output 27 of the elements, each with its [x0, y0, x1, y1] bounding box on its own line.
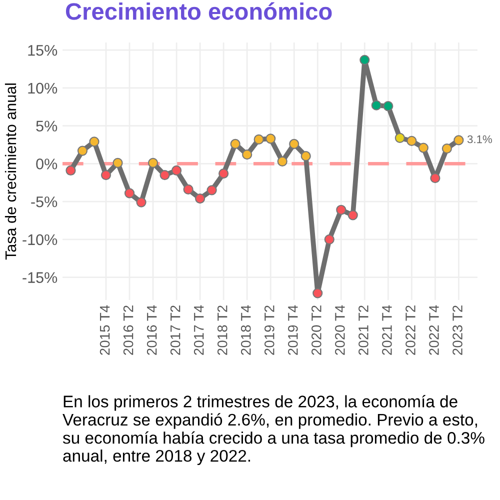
x-tick-label: 2019 T2 — [264, 306, 274, 355]
y-tick-label: 0% — [36, 158, 58, 170]
x-tick-label: 2017 T4 — [194, 305, 204, 355]
y-tick-label: -10% — [22, 234, 58, 246]
y-tick-label: 10% — [28, 82, 58, 94]
text: En los primeros 2 trimestres de 2023, la economía de Veracruz se expandió 2.6%, en promedio. Previo a esto, su economía había crecido a una tasa promedio de 0.3% anual, entre 2018 y 2022. — [62, 395, 484, 466]
y-tick-label: 15% — [28, 45, 58, 56]
y-tick-label: -15% — [22, 272, 58, 283]
x-tick-label: 2018 T4 — [240, 305, 251, 355]
x-tick-label: 2020 T4 — [335, 305, 345, 355]
x-tick-label: 2021 T2 — [358, 306, 368, 355]
x-tick-label: 2018 T2 — [217, 306, 228, 355]
x-tick-label: 2016 T2 — [123, 306, 134, 355]
x-tick-label: 2021 T4 — [382, 305, 392, 355]
x-tick-label: 2019 T4 — [288, 305, 298, 355]
y-tick-label: -5% — [31, 196, 58, 208]
x-tick-label: 2020 T2 — [312, 306, 322, 355]
x-tick-label: 2016 T4 — [146, 305, 157, 355]
data-label: 3.1% — [467, 135, 492, 144]
x-tick-label: 2022 T2 — [406, 306, 416, 355]
y-axis-title: Tasa de crecimiento anual — [4, 84, 16, 260]
y-tick-label: 5% — [36, 120, 58, 132]
chart-title: Crecimiento económico — [66, 2, 332, 20]
x-tick-label: 2015 T4 — [100, 305, 110, 355]
x-tick-label: 2023 T2 — [452, 306, 462, 355]
x-tick-label: 2017 T2 — [170, 306, 180, 355]
x-tick-label: 2022 T4 — [429, 305, 439, 355]
